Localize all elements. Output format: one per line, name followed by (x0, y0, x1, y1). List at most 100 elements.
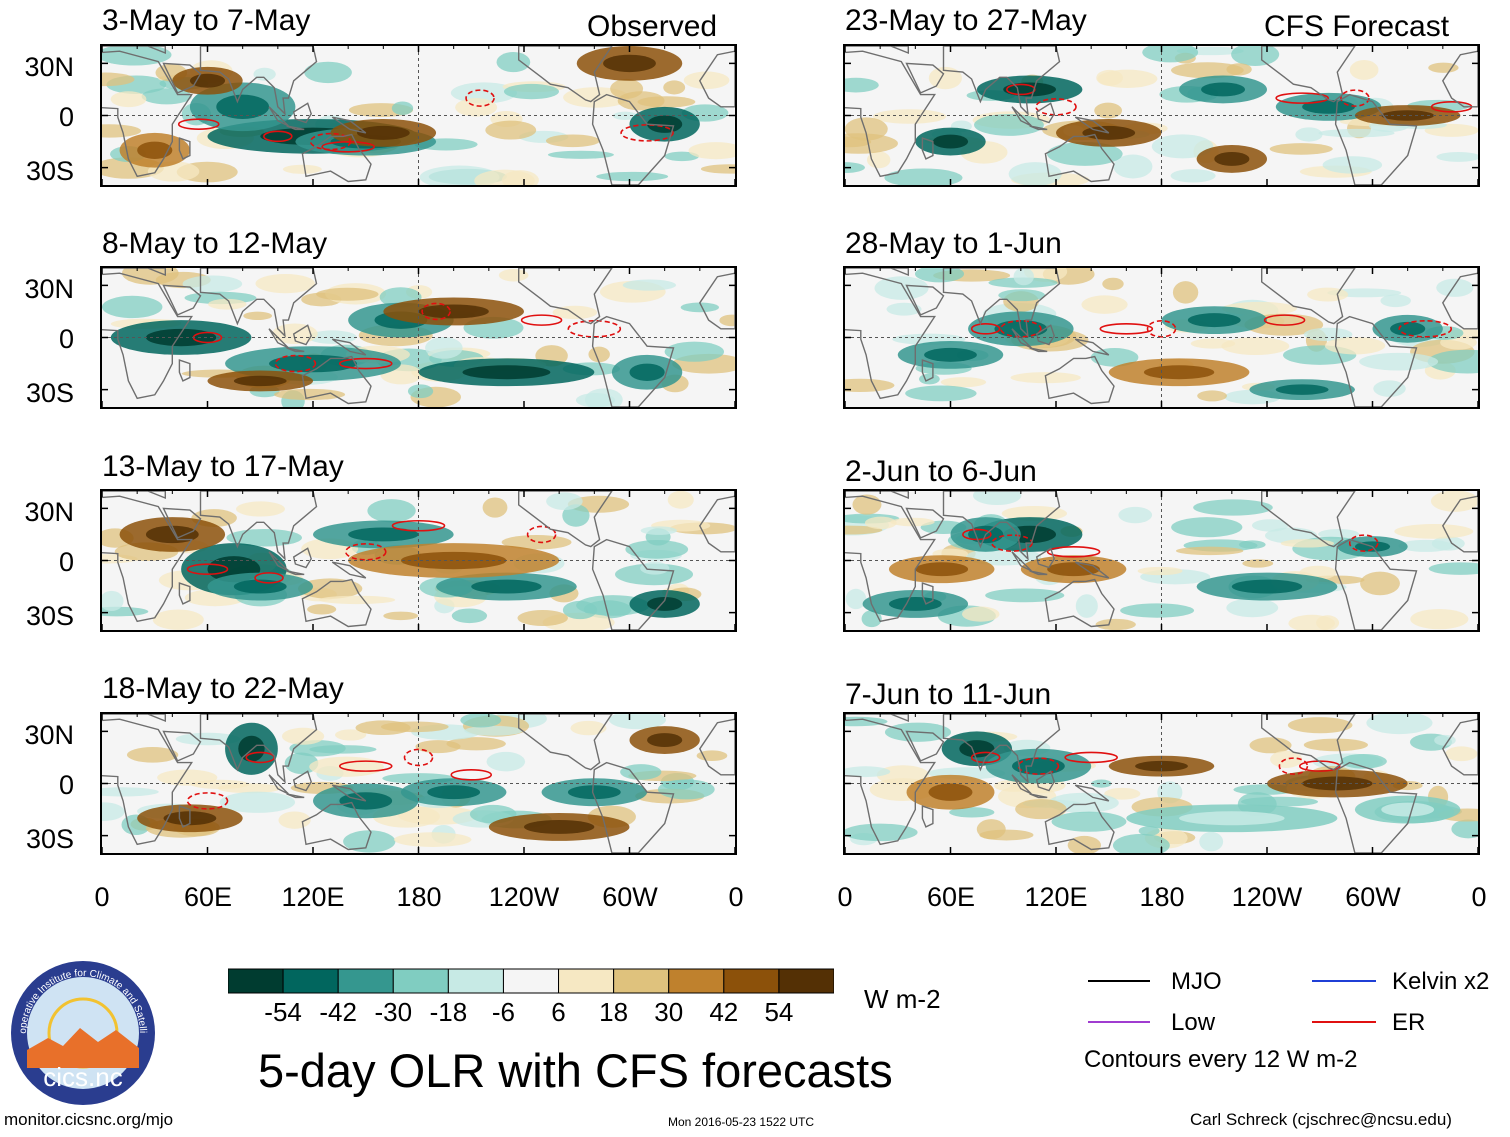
olr-anomaly (914, 268, 965, 283)
olr-anomaly (657, 779, 715, 800)
olr-anomaly (189, 73, 226, 88)
lon-tick-label: 180 (1139, 882, 1185, 912)
olr-anomaly (872, 109, 947, 124)
olr-anomaly (567, 785, 621, 800)
coastline (199, 268, 318, 338)
coastline (1011, 106, 1032, 127)
olr-anomaly (972, 491, 1022, 506)
lat-tick-label: 30S (25, 156, 74, 186)
coastline (268, 774, 289, 795)
panel-title-fcst-2: 28-May to 1-Jun (845, 227, 1062, 260)
olr-anomaly (498, 269, 529, 282)
olr-anomaly (1187, 313, 1241, 328)
olr-anomaly (1436, 278, 1474, 297)
er-contour (391, 519, 446, 532)
olr-heatmap (102, 491, 735, 630)
olr-anomaly (102, 802, 125, 822)
olr-heatmap (845, 46, 1478, 185)
olr-heatmap (845, 268, 1478, 407)
olr-anomaly (547, 150, 614, 159)
contour-note: Contours every 12 W m-2 (1084, 1046, 1358, 1073)
lon-tick-label: 0 (837, 882, 853, 912)
coastline (845, 50, 936, 178)
coastline (698, 272, 735, 330)
map-panel-fcst-2 (843, 266, 1480, 409)
coastline (1334, 761, 1418, 853)
footer-url: monitor.cicsnc.org/mjo (4, 1110, 174, 1129)
olr-anomaly (719, 314, 735, 327)
er-contour (1046, 546, 1101, 558)
colorbar-tick-label: 54 (764, 997, 794, 1027)
olr-anomaly (1172, 281, 1199, 304)
olr-anomaly (282, 164, 322, 174)
olr-anomaly (588, 346, 610, 363)
coastline (301, 355, 372, 405)
er-contour (1099, 323, 1154, 335)
olr-anomaly (1008, 162, 1062, 185)
olr-anomaly (1270, 750, 1303, 768)
olr-anomaly (647, 596, 683, 611)
olr-anomaly (1303, 738, 1368, 752)
er-contour (1278, 757, 1309, 775)
legend-label-low: Low (1171, 1009, 1216, 1036)
olr-anomaly (1120, 603, 1195, 618)
olr-anomaly (1318, 529, 1360, 540)
olr-anomaly (1318, 128, 1395, 138)
olr-anomaly (1316, 615, 1340, 630)
olr-anomaly (596, 171, 669, 182)
coastline (698, 495, 735, 553)
colorbar-tick-label: -42 (319, 997, 357, 1027)
olr-anomaly (974, 113, 1044, 136)
olr-anomaly (664, 341, 724, 362)
coastline (1441, 50, 1478, 108)
olr-anomaly (976, 819, 1006, 840)
olr-anomaly (121, 268, 179, 285)
chart-title: 5-day OLR with CFS forecasts (258, 1044, 893, 1097)
coastline (331, 338, 367, 356)
coastline (905, 284, 945, 316)
coastline (921, 805, 934, 828)
coastline (102, 50, 193, 178)
coastline (942, 46, 1061, 116)
coastline (1011, 328, 1032, 349)
olr-anomaly (157, 769, 218, 786)
er-contour (970, 323, 1001, 335)
olr-anomaly (603, 54, 656, 73)
olr-anomaly (517, 610, 568, 626)
coastline (518, 714, 613, 771)
lat-tick-label: 30N (24, 497, 74, 527)
olr-anomaly (455, 98, 498, 117)
colorbar-swatch (337, 968, 394, 994)
coastline (286, 793, 305, 799)
coastline (1441, 272, 1478, 330)
lat-tick-label: 30S (25, 378, 74, 408)
coastline (1074, 561, 1110, 579)
coastline (1044, 801, 1115, 851)
olr-anomaly (391, 101, 414, 115)
olr-anomaly (1104, 787, 1141, 800)
olr-anomaly (940, 377, 987, 388)
panel-title-obs-2: 8-May to 12-May (102, 227, 328, 260)
olr-anomaly (1003, 82, 1056, 97)
olr-anomaly (1242, 559, 1274, 568)
olr-anomaly (102, 590, 124, 612)
olr-anomaly (1287, 717, 1353, 734)
lon-tick-label: 60W (602, 882, 658, 912)
er-contour (186, 792, 229, 810)
er-contour (1035, 98, 1077, 116)
er-contour (421, 302, 451, 321)
colorbar-tick-label: 30 (654, 997, 684, 1027)
map-panel-obs-3 (100, 489, 737, 632)
er-contour (1275, 92, 1329, 104)
er-contour (1348, 534, 1379, 552)
coastline (845, 714, 909, 723)
colorbar-tick-label: 18 (599, 997, 629, 1027)
olr-anomaly (425, 337, 463, 359)
er-contour (186, 563, 229, 575)
olr-anomaly (1427, 349, 1478, 374)
olr-anomaly (1179, 811, 1285, 826)
olr-anomaly (864, 516, 897, 530)
er-contour (620, 124, 674, 142)
coastline (942, 491, 1061, 561)
olr-anomaly (427, 785, 481, 800)
